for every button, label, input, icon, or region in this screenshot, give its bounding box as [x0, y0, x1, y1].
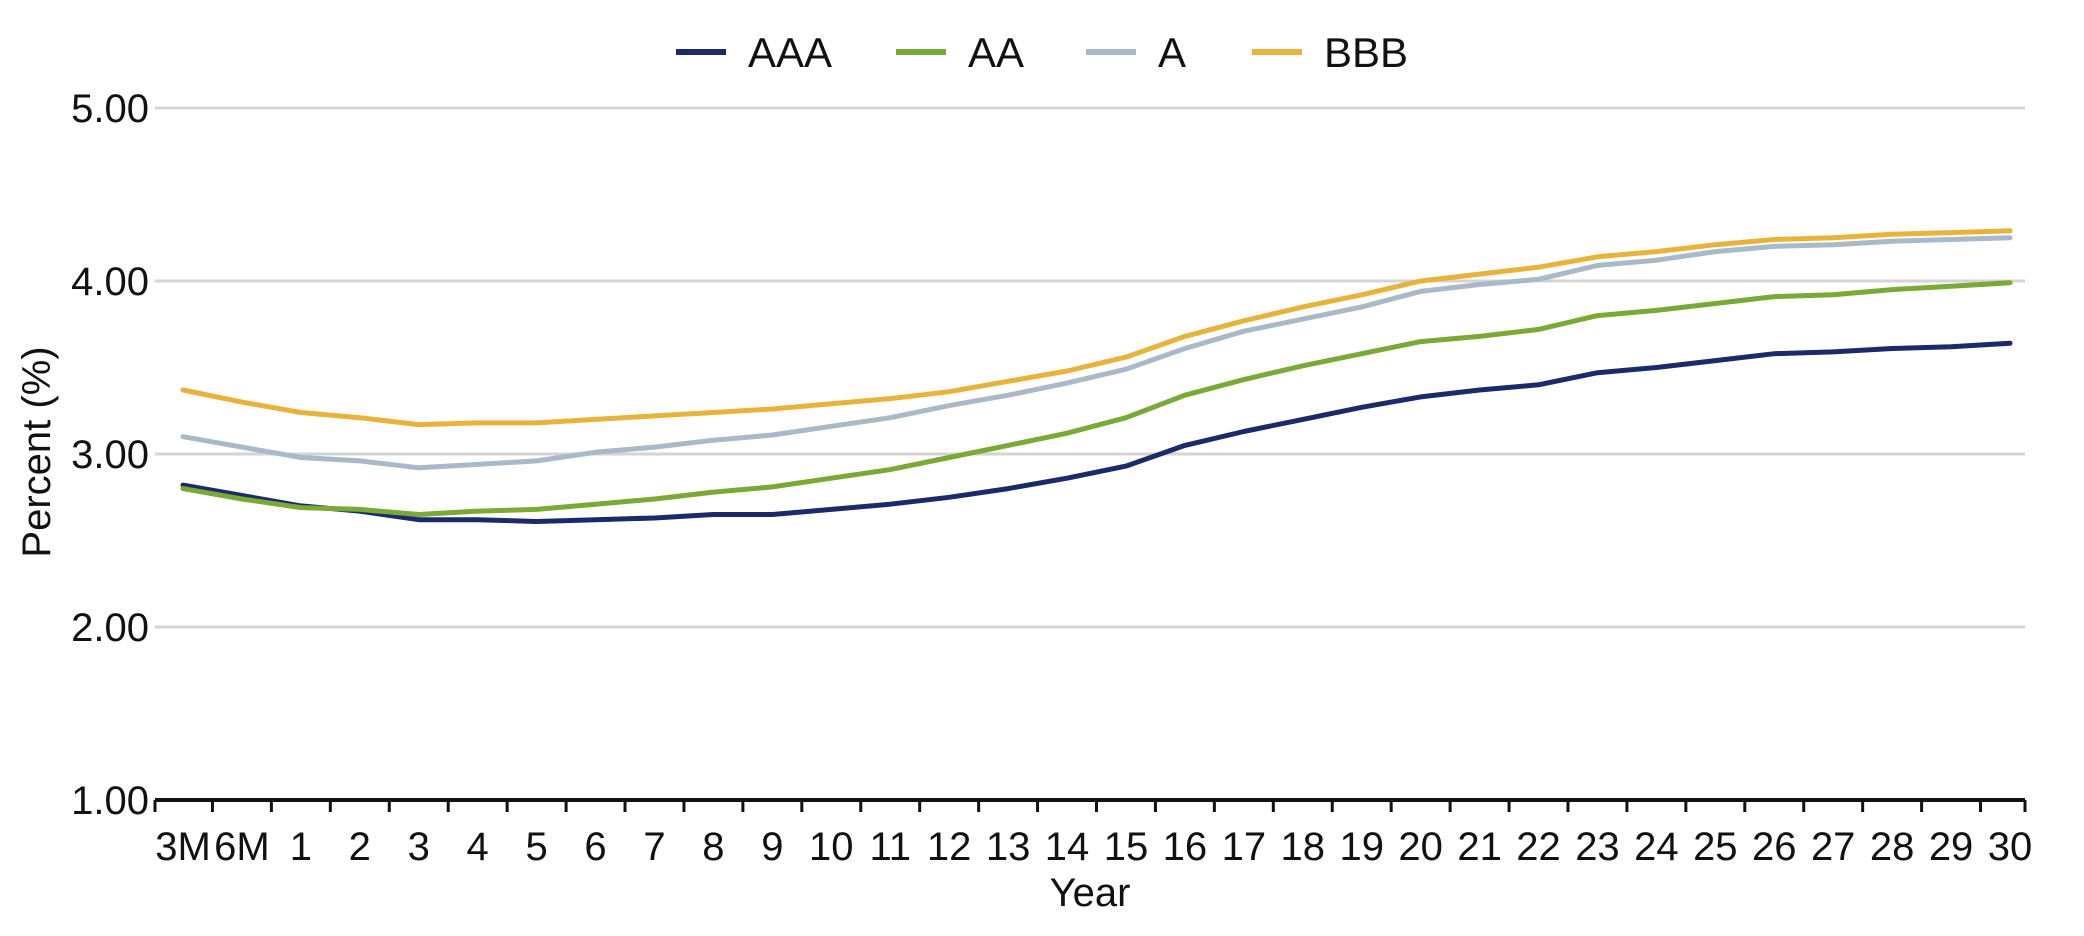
series-line-aa	[180, 280, 2013, 517]
x-tick-label: 11	[869, 825, 911, 869]
series-line-aaa	[180, 340, 2013, 524]
x-tick-label: 10	[809, 825, 854, 869]
legend-label-aaa: AAA	[748, 29, 832, 76]
x-tick-label: 13	[986, 825, 1031, 869]
y-axis-title: Percent (%)	[15, 346, 59, 557]
x-tick-label: 17	[1222, 825, 1267, 869]
x-tick-label: 6M	[214, 825, 270, 869]
y-tick-label: 5.00	[71, 87, 149, 131]
y-tick-label: 4.00	[71, 260, 149, 304]
x-tick-label: 1	[290, 825, 312, 869]
x-tick-label: 9	[761, 825, 783, 869]
legend-label-bbb: BBB	[1324, 29, 1408, 76]
x-tick-label: 3	[408, 825, 430, 869]
x-tick-label: 12	[927, 825, 972, 869]
x-tick-label: 6	[584, 825, 606, 869]
x-tick-label: 19	[1339, 825, 1384, 869]
x-tick-label: 26	[1752, 825, 1797, 869]
x-tick-label: 15	[1104, 825, 1149, 869]
x-tick-label: 7	[643, 825, 665, 869]
grid-lines	[155, 106, 2025, 629]
x-tick-label: 5	[525, 825, 547, 869]
legend-label-a: A	[1158, 29, 1186, 76]
y-axis-tick-labels: 1.00 2.00 3.00 4.00 5.00	[71, 87, 149, 823]
x-tick-label: 2	[349, 825, 371, 869]
x-tick-label: 14	[1045, 825, 1090, 869]
x-tick-label: 24	[1634, 825, 1679, 869]
x-tick-label: 21	[1457, 825, 1502, 869]
legend: AAA AA A BBB	[676, 29, 1408, 76]
x-tick-label: 20	[1398, 825, 1443, 869]
x-axis: 3M 6M 1 2 3 4 5 6 7 8 9 10 11 12 13 14 15 16 17 18 19 20 21 22 2…	[153, 798, 2033, 869]
legend-label-aa: AA	[968, 29, 1024, 76]
series-lines	[180, 228, 2013, 524]
x-tick-label: 18	[1281, 825, 1326, 869]
x-tick-label: 30	[1988, 825, 2033, 869]
x-axis-title: Year	[1050, 871, 1131, 915]
series-line-bbb	[180, 228, 2013, 428]
x-tick-label: 25	[1693, 825, 1738, 869]
x-tick-label: 27	[1811, 825, 1856, 869]
series-line-a	[180, 235, 2013, 471]
x-tick-label: 23	[1575, 825, 1620, 869]
x-tick-label: 16	[1163, 825, 1208, 869]
y-tick-label: 1.00	[71, 779, 149, 823]
x-tick-label: 28	[1870, 825, 1915, 869]
x-tick-label: 8	[702, 825, 724, 869]
x-tick-label: 22	[1516, 825, 1561, 869]
x-tick-label: 4	[467, 825, 489, 869]
y-tick-label: 3.00	[71, 433, 149, 477]
x-tick-label: 3M	[155, 825, 211, 869]
y-tick-label: 2.00	[71, 606, 149, 650]
x-tick-label: 29	[1929, 825, 1974, 869]
